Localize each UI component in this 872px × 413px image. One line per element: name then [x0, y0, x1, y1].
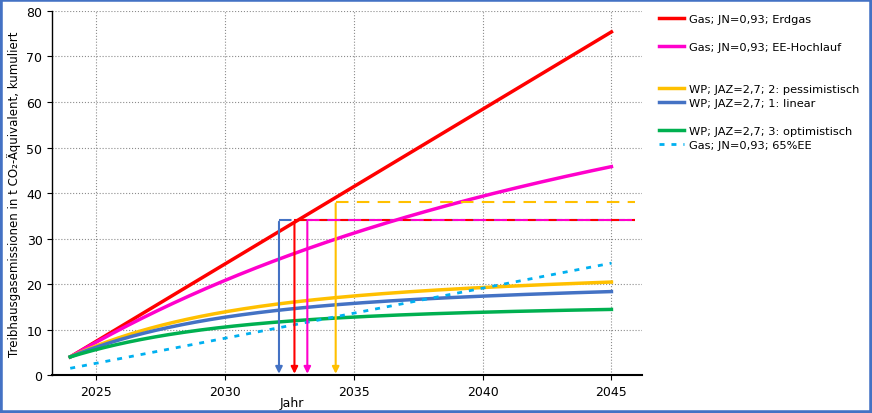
WP; JAZ=2,7; 1: linear: (2.03e+03, 15.4): linear: (2.03e+03, 15.4) [325, 303, 336, 308]
Gas; JN=0,93; Erdgas [593, 38, 603, 43]
WP; JAZ=2,7; 1: linear: (2.02e+03, 4): linear: (2.02e+03, 4) [65, 355, 76, 360]
WP; JAZ=2,7; 3: optimistisch: (2.03e+03, 12.4): optimistisch: (2.03e+03, 12.4) [322, 316, 332, 321]
Y-axis label: Treibhausgasemissionen in t CO₂-Äquivalent, kumuliert: Treibhausgasemissionen in t CO₂-Äquivale… [7, 31, 21, 356]
Gas; JN=0,93; Erdgas [387, 161, 398, 166]
Text: Jahr: Jahr [280, 396, 304, 408]
Gas; JN=0,93; EE-Hochlauf [65, 355, 76, 360]
Gas; JN=0,93; EE-Hochlauf [325, 239, 336, 244]
Gas; JN=0,93; Erdgas [358, 179, 368, 184]
Gas; JN=0,93; Erdgas [65, 355, 76, 360]
Gas; JN=0,93; EE-Hochlauf [322, 240, 332, 245]
Gas; JN=0,93; EE-Hochlauf [606, 165, 617, 170]
Gas; JN=0,93; EE-Hochlauf [387, 219, 398, 224]
WP; JAZ=2,7; 1: linear: (2.04e+03, 17.6): linear: (2.04e+03, 17.6) [508, 293, 519, 298]
Gas; JN=0,93; Erdgas [325, 199, 336, 204]
Line: Gas; JN=0,93; EE-Hochlauf: Gas; JN=0,93; EE-Hochlauf [71, 167, 611, 357]
Gas; JN=0,93; 65%EE [593, 263, 603, 268]
WP; JAZ=2,7; 3: optimistisch: (2.04e+03, 14.4): optimistisch: (2.04e+03, 14.4) [606, 307, 617, 312]
Gas; JN=0,93; Erdgas [508, 89, 519, 94]
Gas; JN=0,93; 65%EE [65, 366, 76, 371]
WP; JAZ=2,7; 3: optimistisch: (2.04e+03, 12.9): optimistisch: (2.04e+03, 12.9) [358, 314, 368, 319]
Line: WP; JAZ=2,7; 1: linear: WP; JAZ=2,7; 1: linear [71, 292, 611, 357]
WP; JAZ=2,7; 2: pessimistisch: (2.04e+03, 20.3): pessimistisch: (2.04e+03, 20.3) [593, 280, 603, 285]
WP; JAZ=2,7; 3: optimistisch: (2.04e+03, 13.1): optimistisch: (2.04e+03, 13.1) [387, 313, 398, 318]
Line: Gas; JN=0,93; Erdgas: Gas; JN=0,93; Erdgas [71, 33, 611, 357]
Gas; JN=0,93; 65%EE [606, 261, 617, 266]
WP; JAZ=2,7; 2: pessimistisch: (2.02e+03, 4): pessimistisch: (2.02e+03, 4) [65, 355, 76, 360]
Gas; JN=0,93; 65%EE [325, 316, 336, 320]
Gas; JN=0,93; EE-Hochlauf [358, 228, 368, 233]
WP; JAZ=2,7; 2: pessimistisch: (2.04e+03, 18.1): pessimistisch: (2.04e+03, 18.1) [387, 291, 398, 296]
Gas; JN=0,93; 65%EE [358, 309, 368, 314]
WP; JAZ=2,7; 1: linear: (2.04e+03, 18.3): linear: (2.04e+03, 18.3) [593, 290, 603, 295]
Gas; JN=0,93; 65%EE [322, 316, 332, 321]
WP; JAZ=2,7; 3: optimistisch: (2.04e+03, 14): optimistisch: (2.04e+03, 14) [508, 309, 519, 314]
WP; JAZ=2,7; 3: optimistisch: (2.02e+03, 4): optimistisch: (2.02e+03, 4) [65, 355, 76, 360]
Legend: Gas; JN=0,93; Erdgas, , Gas; JN=0,93; EE-Hochlauf, , , WP; JAZ=2,7; 2: pessimist: Gas; JN=0,93; Erdgas, , Gas; JN=0,93; EE… [654, 10, 864, 155]
WP; JAZ=2,7; 2: pessimistisch: (2.04e+03, 19.6): pessimistisch: (2.04e+03, 19.6) [508, 284, 519, 289]
Line: WP; JAZ=2,7; 2: pessimistisch: WP; JAZ=2,7; 2: pessimistisch [71, 282, 611, 357]
WP; JAZ=2,7; 2: pessimistisch: (2.03e+03, 16.9): pessimistisch: (2.03e+03, 16.9) [325, 296, 336, 301]
WP; JAZ=2,7; 3: optimistisch: (2.04e+03, 14.4): optimistisch: (2.04e+03, 14.4) [593, 307, 603, 312]
WP; JAZ=2,7; 2: pessimistisch: (2.04e+03, 20.5): pessimistisch: (2.04e+03, 20.5) [606, 280, 617, 285]
Line: Gas; JN=0,93; 65%EE: Gas; JN=0,93; 65%EE [71, 263, 611, 368]
Gas; JN=0,93; Erdgas [606, 30, 617, 35]
Gas; JN=0,93; 65%EE [387, 304, 398, 309]
WP; JAZ=2,7; 3: optimistisch: (2.03e+03, 12.5): optimistisch: (2.03e+03, 12.5) [325, 316, 336, 321]
WP; JAZ=2,7; 1: linear: (2.04e+03, 16.3): linear: (2.04e+03, 16.3) [387, 299, 398, 304]
Gas; JN=0,93; 65%EE [508, 280, 519, 285]
Gas; JN=0,93; EE-Hochlauf [508, 187, 519, 192]
WP; JAZ=2,7; 1: linear: (2.03e+03, 15.3): linear: (2.03e+03, 15.3) [322, 303, 332, 308]
WP; JAZ=2,7; 1: linear: (2.04e+03, 15.9): linear: (2.04e+03, 15.9) [358, 301, 368, 306]
WP; JAZ=2,7; 1: linear: (2.04e+03, 18.4): linear: (2.04e+03, 18.4) [606, 290, 617, 294]
Line: WP; JAZ=2,7; 3: optimistisch: WP; JAZ=2,7; 3: optimistisch [71, 310, 611, 357]
WP; JAZ=2,7; 2: pessimistisch: (2.03e+03, 16.8): pessimistisch: (2.03e+03, 16.8) [322, 296, 332, 301]
Gas; JN=0,93; EE-Hochlauf [593, 167, 603, 172]
WP; JAZ=2,7; 2: pessimistisch: (2.04e+03, 17.6): pessimistisch: (2.04e+03, 17.6) [358, 293, 368, 298]
Gas; JN=0,93; Erdgas [322, 201, 332, 206]
